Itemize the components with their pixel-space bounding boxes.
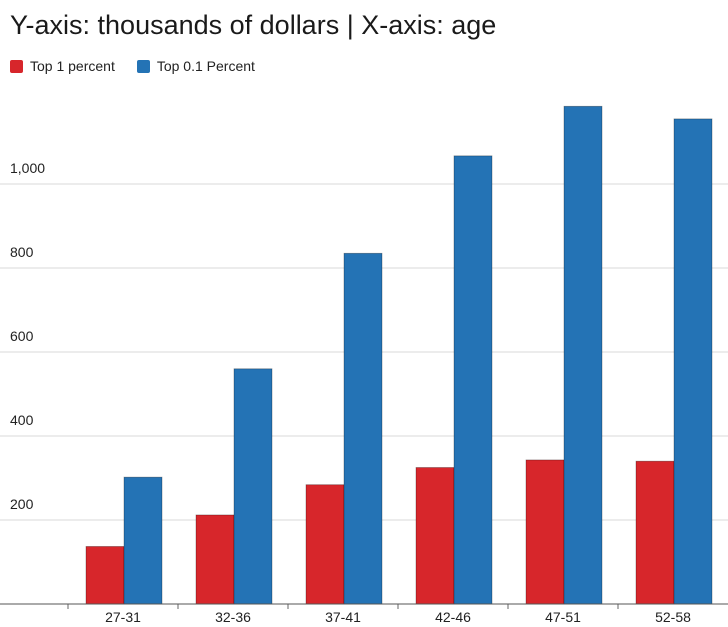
x-tick-label-52-58: 52-58	[655, 609, 691, 625]
legend-label-top-1-percent: Top 1 percent	[30, 58, 115, 74]
y-tick-label-1000: 1,000	[10, 160, 45, 176]
legend-swatch-top-1-percent	[10, 59, 23, 73]
legend-label-top-0-1-percent: Top 0.1 Percent	[156, 58, 255, 74]
bar-top-1-percent-27-31	[85, 546, 125, 605]
bar-top-1-percent-47-51	[525, 459, 565, 605]
y-tick-label-800: 800	[10, 244, 34, 260]
bar-top-0-1-percent-37-41	[343, 252, 383, 605]
x-tick-label-47-51: 47-51	[545, 609, 581, 625]
bar-top-0-1-percent-52-58	[673, 118, 713, 605]
bar-top-1-percent-37-41	[305, 484, 345, 605]
bar-top-1-percent-42-46	[415, 467, 455, 605]
y-tick-label-200: 200	[10, 496, 34, 512]
bar-top-1-percent-32-36	[195, 514, 235, 605]
bar-top-0-1-percent-27-31	[123, 476, 163, 605]
bar-top-1-percent-52-58	[635, 460, 675, 605]
chart-title: Y-axis: thousands of dollars | X-axis: a…	[10, 10, 497, 40]
bars	[85, 105, 713, 605]
bar-top-0-1-percent-47-51	[563, 105, 603, 605]
x-tick-label-32-36: 32-36	[215, 609, 251, 625]
legend-item-top-1-percent: Top 1 percent	[10, 58, 115, 74]
x-tick-label-42-46: 42-46	[435, 609, 471, 625]
tick-labels: 200 400 600 800 1,000 27-31 32-36 37-41 42-46 47-…	[10, 160, 691, 625]
legend: Top 1 percent Top 0.1 Percent	[10, 58, 277, 74]
bar-top-0-1-percent-32-36	[233, 368, 273, 605]
x-tick-label-37-41: 37-41	[325, 609, 361, 625]
y-tick-label-400: 400	[10, 412, 34, 428]
y-tick-label-600: 600	[10, 328, 34, 344]
legend-swatch-top-0-1-percent	[136, 59, 150, 73]
bar-top-0-1-percent-42-46	[453, 155, 493, 605]
axes	[0, 603, 728, 609]
legend-item-top-0-1-percent: Top 0.1 Percent	[136, 58, 255, 74]
x-tick-label-27-31: 27-31	[105, 609, 141, 625]
